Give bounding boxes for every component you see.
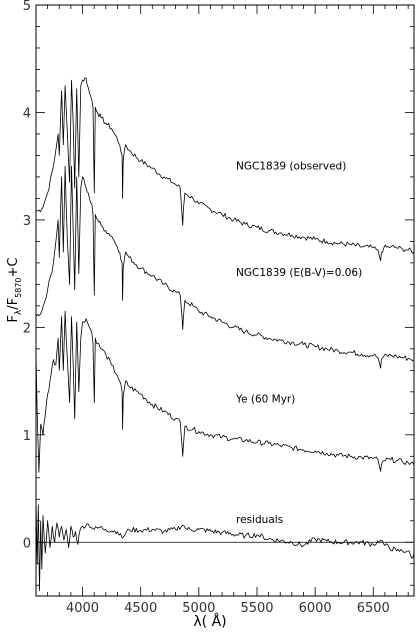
y-label-sub-lambda: λ xyxy=(14,309,24,315)
spectrum-line-dereddened xyxy=(35,165,415,369)
y-tick-label: 3 xyxy=(23,214,31,229)
series-annotation: NGC1839 (observed) xyxy=(236,160,346,172)
x-tick-label: 6500 xyxy=(357,601,390,616)
spectrum-line-residuals xyxy=(35,499,415,591)
spectrum-line-model xyxy=(35,310,415,473)
series-annotation: residuals xyxy=(236,514,283,526)
axis-ticks: 4000 4500 5000 5500 6000 6500 0 1 2 3 4 5 xyxy=(23,0,414,616)
y-label-main: F xyxy=(6,315,21,322)
spectrum-line-observed xyxy=(35,77,415,262)
series-annotation: NGC1839 (E(B-V)=0.06) xyxy=(236,267,362,279)
annotations-layer: NGC1839 (observed) NGC1839 (E(B-V)=0.06) Y… xyxy=(235,160,362,526)
x-tick-label: 4500 xyxy=(124,601,157,616)
y-tick-label: 2 xyxy=(23,321,31,336)
y-axis-label: Fλ/F5870+C xyxy=(6,257,24,322)
x-tick-label: 4000 xyxy=(66,601,99,616)
x-tick-label: 5000 xyxy=(182,601,215,616)
y-tick-label: 4 xyxy=(23,106,31,121)
y-label-tail: +C xyxy=(6,257,21,277)
y-label-mid: /F xyxy=(6,298,21,310)
x-tick-label: 6000 xyxy=(299,601,332,616)
plot-frame xyxy=(35,4,415,597)
y-tick-label: 1 xyxy=(23,429,31,444)
spectra-layer xyxy=(35,77,415,591)
x-axis-label: λ( Å) xyxy=(193,613,226,630)
y-tick-label: 0 xyxy=(23,536,31,551)
y-tick-label: 5 xyxy=(23,0,31,14)
series-annotation: Ye (60 Myr) xyxy=(235,394,295,406)
x-tick-label: 5500 xyxy=(240,601,273,616)
y-label-sub-ref: 5870 xyxy=(14,277,23,297)
